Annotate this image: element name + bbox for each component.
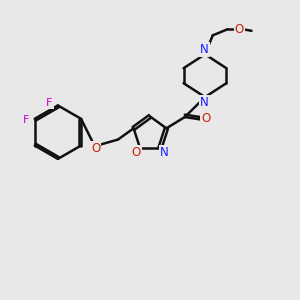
Text: N: N <box>200 43 209 56</box>
Text: O: O <box>235 23 244 36</box>
Text: O: O <box>131 146 141 159</box>
Text: F: F <box>23 115 30 125</box>
Text: N: N <box>160 146 168 159</box>
Text: O: O <box>91 142 101 155</box>
Text: F: F <box>46 98 53 108</box>
Text: N: N <box>200 96 209 109</box>
Text: O: O <box>201 112 210 125</box>
